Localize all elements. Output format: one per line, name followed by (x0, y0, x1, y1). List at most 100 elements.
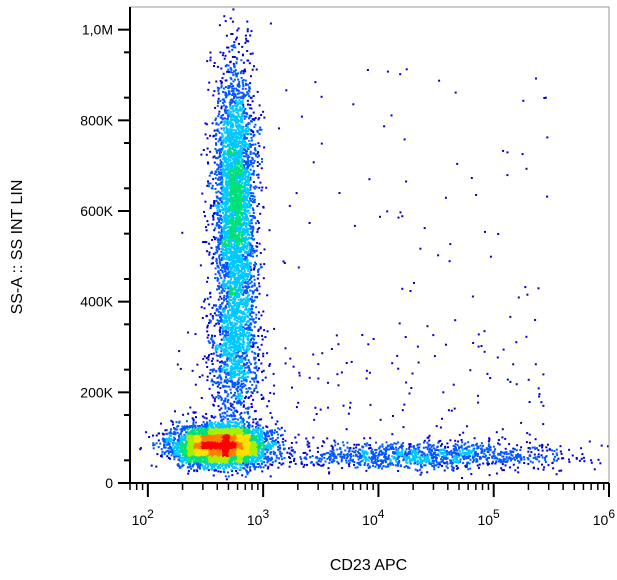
event-point (259, 429, 262, 432)
event-point (226, 445, 229, 448)
event-point (200, 459, 203, 462)
event-point (225, 434, 228, 437)
event-point (211, 461, 214, 464)
event-point (259, 438, 262, 441)
event-point (197, 453, 199, 456)
event-point (206, 427, 209, 430)
event-point (277, 448, 279, 451)
event-point (248, 460, 250, 463)
event-point (256, 439, 259, 442)
event-point (255, 444, 258, 447)
event-point (179, 437, 182, 440)
event-point (214, 449, 217, 452)
event-point (228, 448, 231, 450)
event-point (197, 464, 200, 467)
event-point (254, 448, 257, 451)
event-point (250, 439, 253, 442)
event-point (194, 411, 197, 414)
event-point (241, 467, 244, 470)
event-point (258, 434, 261, 437)
event-point (211, 425, 214, 428)
event-point (169, 440, 172, 443)
event-point (172, 423, 174, 426)
event-point (167, 447, 170, 450)
event-point (246, 466, 249, 469)
event-point (187, 437, 190, 440)
event-point (191, 442, 194, 445)
event-point (248, 436, 251, 439)
event-point (247, 458, 250, 461)
event-point (217, 443, 220, 446)
event-point (231, 463, 234, 466)
event-point (240, 427, 242, 429)
event-point (215, 446, 218, 449)
event-point (174, 437, 176, 440)
event-point (278, 428, 281, 431)
event-point (185, 454, 188, 457)
event-point (248, 451, 251, 454)
event-point (247, 436, 250, 439)
event-point (165, 443, 168, 446)
event-point (260, 460, 263, 462)
event-point (177, 435, 180, 437)
event-point (198, 425, 201, 427)
event-point (251, 430, 254, 433)
event-point (234, 437, 237, 440)
event-point (235, 466, 238, 469)
event-point (236, 459, 239, 462)
event-point (283, 429, 286, 432)
event-point (233, 431, 236, 434)
event-point (236, 439, 239, 442)
event-point (216, 465, 219, 468)
event-point (197, 435, 200, 437)
event-point (173, 458, 176, 461)
event-point (194, 433, 197, 436)
event-point (183, 443, 186, 446)
event-point (181, 441, 184, 444)
event-point (264, 434, 267, 437)
event-point (249, 448, 252, 451)
event-point (196, 431, 199, 434)
event-point (214, 442, 217, 445)
event-point (248, 435, 251, 438)
event-point (199, 454, 201, 457)
event-point (261, 436, 264, 439)
event-point (264, 455, 267, 458)
event-point (232, 428, 235, 431)
event-point (161, 432, 164, 435)
event-point (207, 469, 210, 472)
event-point (169, 457, 171, 460)
event-point (207, 427, 210, 430)
event-point (213, 462, 216, 465)
event-point (274, 429, 276, 432)
event-point (210, 431, 213, 434)
event-point (164, 446, 167, 449)
event-point (202, 437, 205, 440)
event-point (280, 426, 283, 429)
event-point (217, 464, 220, 467)
event-point (185, 441, 188, 444)
event-point (246, 420, 249, 423)
event-point (152, 434, 154, 437)
event-point (204, 440, 207, 443)
event-point (192, 439, 194, 442)
event-point (160, 448, 163, 451)
event-point (156, 453, 159, 456)
event-point (195, 454, 197, 457)
event-point (284, 439, 287, 442)
event-point (224, 456, 227, 458)
event-point (254, 451, 257, 454)
event-point (192, 411, 195, 414)
event-point (181, 451, 184, 453)
event-point (261, 455, 264, 458)
event-point (281, 433, 284, 436)
event-point (195, 458, 197, 461)
event-point (269, 438, 272, 440)
event-point (203, 446, 206, 449)
event-point (258, 418, 261, 421)
event-point (262, 441, 264, 444)
event-point (240, 428, 243, 431)
event-point (211, 429, 213, 432)
event-point (216, 462, 219, 465)
event-point (188, 439, 191, 442)
